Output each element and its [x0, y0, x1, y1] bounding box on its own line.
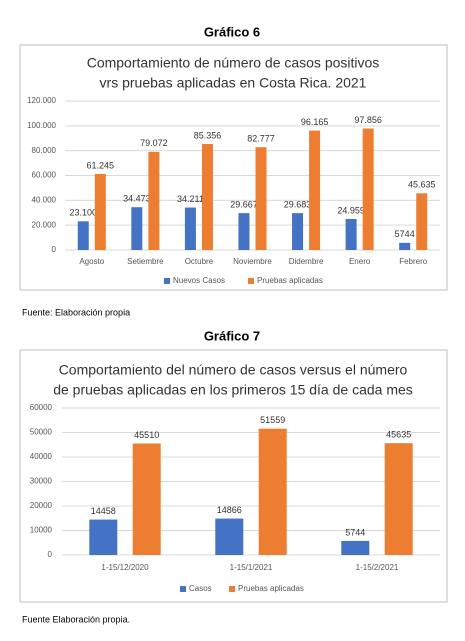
x-tick-label: Agosto — [79, 257, 104, 266]
legend-label: Pruebas aplicadas — [238, 584, 304, 593]
value-label: 79.072 — [140, 138, 168, 148]
bar — [399, 242, 411, 250]
value-label: 85.356 — [194, 130, 222, 140]
y-tick-label: 60000 — [30, 403, 53, 412]
value-label: 29.667 — [230, 200, 258, 210]
x-tick-label: 1-15/12/2020 — [101, 563, 149, 572]
legend-label: Pruebas aplicadas — [257, 276, 323, 285]
y-tick-label: 40.000 — [32, 195, 57, 204]
x-tick-label: Febrero — [399, 257, 428, 266]
source: Fuente: Elaboración propia — [22, 307, 130, 317]
x-tick-label: Enero — [349, 257, 371, 266]
x-tick-label: Didembre — [289, 257, 324, 266]
chart-title: Comportamiento de número de casos positi… — [87, 55, 380, 71]
y-tick-label: 10000 — [30, 526, 53, 535]
legend-swatch — [164, 278, 170, 284]
value-label: 45510 — [134, 430, 159, 440]
bar — [215, 518, 244, 555]
bar — [416, 193, 428, 250]
value-label: 34.473 — [123, 194, 151, 204]
bar — [341, 540, 370, 555]
bar — [255, 147, 267, 250]
value-label: 45635 — [386, 430, 411, 440]
y-tick-label: 50000 — [30, 428, 53, 437]
value-label: 97.856 — [354, 115, 382, 125]
y-tick-label: 120.000 — [27, 96, 56, 105]
value-label: 5744 — [345, 527, 365, 537]
value-label: 23.100 — [69, 208, 97, 218]
value-label: 45.635 — [408, 180, 436, 190]
legend-label: Casos — [189, 584, 212, 593]
bar — [362, 128, 374, 250]
heading: Gráfico 7 — [204, 328, 260, 343]
value-label: 96.165 — [301, 117, 329, 127]
value-label: 24.959 — [337, 205, 365, 215]
chart-frame — [19, 349, 448, 603]
bar — [77, 221, 89, 250]
value-label: 82.777 — [247, 134, 275, 144]
value-label: 5744 — [395, 229, 415, 239]
bar — [258, 428, 287, 555]
chart-title: de pruebas aplicadas en los primeros 15 … — [53, 382, 413, 398]
value-label: 51559 — [260, 415, 285, 425]
chart-title: vrs pruebas aplicadas en Costa Rica. 202… — [100, 75, 367, 91]
value-label: 14458 — [91, 506, 116, 516]
bar — [94, 173, 106, 250]
value-label: 14866 — [217, 505, 242, 515]
legend-swatch — [248, 278, 254, 284]
source: Fuente Elaboración propia. — [22, 614, 130, 624]
bar — [132, 443, 161, 555]
x-tick-label: Octubre — [185, 257, 214, 266]
legend-label: Nuevos Casos — [173, 276, 225, 285]
x-tick-label: Noviembre — [233, 257, 272, 266]
bar — [148, 151, 160, 250]
chart-frame — [19, 44, 448, 291]
bar — [89, 519, 118, 555]
bar — [345, 219, 357, 250]
y-tick-label: 0 — [48, 550, 53, 559]
chart-title: Comportamiento del número de casos versu… — [59, 362, 408, 378]
x-tick-label: 1-15/2/2021 — [356, 563, 399, 572]
y-tick-label: 20.000 — [32, 220, 57, 229]
value-label: 34.211 — [177, 194, 204, 204]
heading: Gráfico 6 — [204, 24, 260, 39]
y-tick-label: 100.000 — [27, 121, 56, 130]
y-tick-label: 40000 — [30, 452, 53, 461]
y-tick-label: 30000 — [30, 477, 53, 486]
x-tick-label: Setiembre — [127, 257, 164, 266]
bar — [201, 144, 213, 250]
bar — [184, 207, 196, 250]
legend-swatch — [229, 586, 235, 592]
value-label: 29.683 — [284, 200, 312, 210]
y-tick-label: 0 — [52, 245, 57, 254]
x-tick-label: 1-15/1/2021 — [230, 563, 273, 572]
legend-swatch — [180, 586, 186, 592]
bar — [131, 207, 143, 250]
bar — [292, 213, 304, 250]
y-tick-label: 80.000 — [32, 146, 57, 155]
bar — [309, 130, 321, 250]
value-label: 61.245 — [87, 160, 115, 170]
bar — [384, 443, 413, 555]
y-tick-label: 20000 — [30, 501, 53, 510]
bar — [238, 213, 250, 250]
y-tick-label: 60.000 — [32, 171, 57, 180]
